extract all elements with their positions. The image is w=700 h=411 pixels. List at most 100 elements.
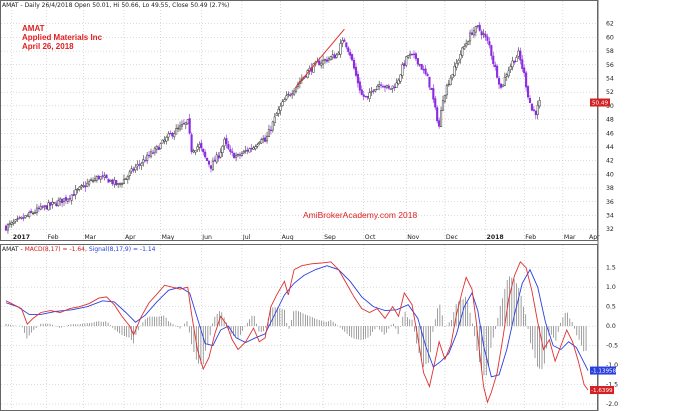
candle xyxy=(395,78,398,88)
candle xyxy=(91,177,95,184)
candle xyxy=(146,151,149,164)
candle xyxy=(389,88,392,91)
candle xyxy=(366,96,369,101)
candle xyxy=(231,147,234,157)
candle xyxy=(277,106,280,117)
candle xyxy=(177,124,180,133)
candle xyxy=(293,88,296,97)
candle xyxy=(188,113,191,135)
candle xyxy=(227,140,230,151)
candle xyxy=(391,85,394,93)
candle xyxy=(35,203,38,216)
price-badge-box xyxy=(590,98,610,107)
price-x-axis-labels: 2017 Feb Mar Apr May Jun Jul Aug Sep Oct Nov Dec 201… xyxy=(13,234,600,241)
candle xyxy=(418,63,421,67)
macd-gridlines xyxy=(1,267,597,405)
candle xyxy=(211,157,214,172)
candle xyxy=(349,48,352,60)
candle xyxy=(339,39,342,58)
candle xyxy=(119,182,122,188)
candle xyxy=(352,57,356,71)
candle xyxy=(436,105,439,124)
candle xyxy=(6,223,9,234)
candle xyxy=(161,139,164,144)
candle xyxy=(356,70,359,88)
macd-badge: -1.6399 xyxy=(590,386,614,395)
candle xyxy=(387,83,390,90)
candle xyxy=(461,46,464,58)
candle xyxy=(138,159,141,170)
candle xyxy=(509,63,512,74)
candle xyxy=(217,152,220,162)
candle xyxy=(117,182,120,188)
candle xyxy=(507,66,510,78)
candle xyxy=(264,134,267,143)
price-y-tick-label: 34 xyxy=(606,212,614,219)
candle xyxy=(530,103,533,112)
candle xyxy=(26,213,29,217)
candle xyxy=(399,74,402,84)
candle xyxy=(260,137,263,145)
candle xyxy=(4,224,8,232)
signal-line xyxy=(5,265,589,378)
candle xyxy=(198,141,201,152)
candle xyxy=(279,102,282,116)
company-annotation: Applied Materials Inc xyxy=(22,33,103,42)
candle xyxy=(445,83,448,99)
candle xyxy=(368,88,371,102)
candle xyxy=(320,59,323,69)
price-y-axis-labels: 32343638404244464850525456586062 xyxy=(606,21,614,233)
macd-y-tick-label: 1.5 xyxy=(606,265,616,272)
candle xyxy=(397,78,400,86)
candle xyxy=(447,79,450,87)
macd-y-tick-label: 1.0 xyxy=(606,284,616,291)
candle xyxy=(229,145,232,155)
candle xyxy=(45,204,48,210)
candle xyxy=(61,198,64,208)
price-x-tick-label: 2018 xyxy=(487,234,504,241)
candle xyxy=(424,64,427,76)
candle xyxy=(534,110,537,120)
candle xyxy=(244,145,247,154)
candle xyxy=(273,113,276,126)
candle xyxy=(380,82,383,89)
candle xyxy=(467,40,470,45)
candle xyxy=(130,165,133,174)
candle xyxy=(178,121,182,132)
candle xyxy=(525,70,528,92)
candle xyxy=(484,30,487,41)
price-y-tick-label: 58 xyxy=(606,48,614,55)
candle xyxy=(12,218,15,226)
candle xyxy=(10,220,13,228)
candle xyxy=(167,131,170,141)
candle xyxy=(165,135,168,145)
macd-badge-box xyxy=(590,386,614,395)
candle xyxy=(238,152,242,160)
candle xyxy=(250,144,253,153)
macd-y-axis-labels: -2.0 -1.5 -1.0 -0.5 0.0 0.5 1.0 1.5 xyxy=(606,265,618,408)
price-x-tick-label: Nov xyxy=(407,234,419,241)
candle xyxy=(90,177,93,182)
candle xyxy=(173,130,176,140)
candle xyxy=(515,55,518,63)
candle xyxy=(459,50,462,64)
candle xyxy=(258,140,261,146)
date-annotation: April 26, 2018 xyxy=(22,42,74,51)
candle xyxy=(383,85,387,93)
candle xyxy=(281,98,284,107)
macd-y-tick-label: -0.5 xyxy=(606,343,618,350)
candle xyxy=(115,180,118,186)
price-trendline xyxy=(295,28,345,88)
candle xyxy=(134,163,137,173)
price-y-tick-label: 52 xyxy=(606,89,614,96)
candle xyxy=(486,33,489,44)
candle xyxy=(78,185,81,192)
candle xyxy=(84,181,87,192)
price-pane: 2017 Feb Mar Apr May Jun Jul Aug Sep Oct Nov Dec 201… xyxy=(0,0,614,411)
macd-header-value: MACD(8,17) = -1.64, xyxy=(25,246,87,253)
candle xyxy=(20,216,23,220)
candle xyxy=(233,152,236,159)
candle xyxy=(22,213,25,222)
candle xyxy=(405,55,408,68)
